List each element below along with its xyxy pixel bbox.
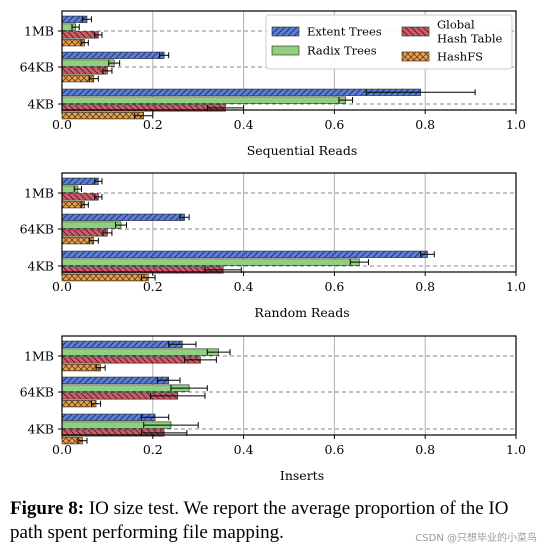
x-tick-label: 1.0 — [506, 279, 526, 294]
x-tick-label: 0.4 — [234, 442, 254, 457]
bar-global-hash-table-1mb — [61, 193, 99, 201]
legend-label: Extent Trees — [307, 25, 382, 39]
legend-box — [265, 14, 513, 70]
x-tick-label: 0.6 — [324, 279, 344, 294]
legend-label: HashFS — [437, 50, 483, 64]
caption-text: IO size test. We report the average prop… — [10, 498, 509, 543]
x-tick-label: 0.4 — [234, 279, 254, 294]
plot-frame — [61, 335, 517, 436]
bar-global-hash-table-64kb — [61, 67, 108, 75]
figure-caption: Figure 8: IO size test. We report the av… — [10, 497, 540, 545]
bar-global-hash-table-1mb — [61, 31, 99, 39]
x-axis-label: Sequential Reads — [247, 143, 358, 158]
legend-label: Global Hash Table — [437, 18, 503, 46]
y-tick-label: 1MB — [24, 24, 54, 39]
x-tick-label: 0.8 — [415, 279, 435, 294]
x-tick-label: 0.0 — [52, 279, 72, 294]
y-tick-label: 4KB — [28, 259, 54, 274]
x-tick-label: 0.2 — [143, 117, 163, 132]
x-tick-label: 0.6 — [324, 442, 344, 457]
legend-item-global-hash-table: Global Hash Table — [401, 18, 503, 46]
y-tick-label: 4KB — [28, 422, 54, 437]
bar-radix-trees-4kb — [61, 258, 360, 266]
caption-label: Figure 8: — [10, 498, 85, 519]
y-tick-label: 4KB — [28, 97, 54, 112]
bar-radix-trees-64kb — [61, 221, 122, 229]
x-tick-label: 0.2 — [143, 279, 163, 294]
y-tick-label: 64KB — [20, 222, 54, 237]
chart-legend: Extent Trees Radix Trees Global Hash Table H… — [265, 14, 513, 70]
bar-extent-trees-64kb — [61, 376, 169, 384]
bar-hashfs-4kb — [61, 274, 149, 282]
legend-item-extent-trees: Extent Trees — [271, 25, 382, 39]
y-tick-label: 1MB — [24, 186, 54, 201]
legend-label: Radix Trees — [307, 44, 377, 58]
plot-frame — [61, 10, 517, 111]
plot-frame — [61, 172, 517, 273]
x-tick-label: 0.8 — [415, 442, 435, 457]
x-tick-label: 0.0 — [52, 442, 72, 457]
x-tick-label: 1.0 — [506, 117, 526, 132]
x-tick-label: 1.0 — [506, 442, 526, 457]
chart-panel-3: 1MB 64KB 4KB 0.0 0.2 0.4 0.6 0.8 1.0 Inserts — [20, 335, 526, 483]
bar-global-hash-table-64kb — [61, 229, 108, 237]
x-tick-label: 0.6 — [324, 117, 344, 132]
legend-swatch — [271, 26, 300, 37]
bar-extent-trees-64kb — [61, 213, 185, 221]
x-tick-label: 0.2 — [143, 442, 163, 457]
bar-extent-trees-4kb — [61, 250, 428, 258]
bar-hashfs-1mb — [61, 364, 101, 372]
bar-extent-trees-64kb — [61, 51, 165, 59]
bar-hashfs-64kb — [61, 400, 97, 408]
bar-extent-trees-1mb — [61, 177, 99, 185]
x-tick-label: 0.0 — [52, 117, 72, 132]
legend-swatch — [401, 26, 430, 37]
legend-swatch — [271, 45, 300, 56]
watermark-text: CSDN @只想毕业的小菜鸟 — [415, 533, 537, 544]
bar-hashfs-4kb — [61, 112, 145, 120]
legend-item-hashfs: HashFS — [401, 50, 483, 64]
y-tick-label: 64KB — [20, 385, 54, 400]
bar-radix-trees-64kb — [61, 384, 190, 392]
chart-panel-2: 1MB 64KB 4KB 0.0 0.2 0.4 0.6 0.8 1.0 Random Reads — [20, 172, 526, 320]
y-tick-label: 1MB — [24, 349, 54, 364]
chart-panels: 1MB 64KB 4KB 0.0 0.2 0.4 0.6 0.8 1.0 Sequential R… — [20, 10, 526, 483]
x-axis-label: Random Reads — [254, 305, 349, 320]
bar-radix-trees-1mb — [61, 348, 219, 356]
x-tick-label: 0.8 — [415, 117, 435, 132]
bar-extent-trees-1mb — [61, 340, 183, 348]
bar-radix-trees-4kb — [61, 96, 347, 104]
x-axis-label: Inserts — [280, 468, 324, 483]
legend-item-radix-trees: Radix Trees — [271, 44, 377, 58]
x-tick-label: 0.4 — [234, 117, 254, 132]
y-tick-label: 64KB — [20, 60, 54, 75]
legend-swatch — [401, 51, 430, 62]
bar-global-hash-table-1mb — [61, 356, 201, 364]
bar-radix-trees-64kb — [61, 59, 115, 67]
